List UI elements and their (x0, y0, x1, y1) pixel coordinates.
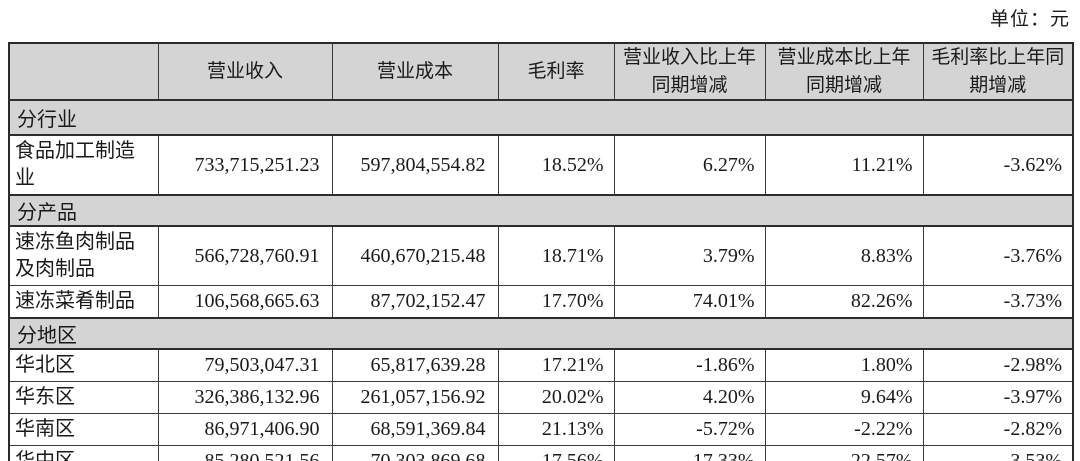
revenue-cell: 733,715,251.23 (157, 134, 333, 196)
cost-yoy-cell: 8.83% (764, 225, 924, 287)
cost-cell: 87,702,152.47 (331, 285, 499, 319)
table-row-north-china: 华北区 79,503,047.31 65,817,639.28 17.21% -… (8, 348, 1074, 383)
table-header-row: 营业收入 营业成本 毛利率 营业收入比上年同期增减 营业成本比上年同期增减 毛利… (8, 42, 1074, 101)
margin-cell: 17.56% (497, 445, 615, 461)
row-label-cell: 华北区 (8, 348, 159, 383)
cost-yoy-cell: 82.26% (764, 285, 924, 319)
header-revenue-yoy: 营业收入比上年同期增减 (613, 42, 766, 101)
revenue-cell: 566,728,760.91 (157, 225, 333, 287)
cost-cell: 261,057,156.92 (331, 381, 499, 415)
header-row-label (8, 42, 159, 101)
revenue-cell: 85,280,521.56 (157, 445, 333, 461)
row-label-cell: 华东区 (8, 381, 159, 415)
margin-yoy-cell: -3.62% (922, 134, 1074, 196)
margin-yoy-cell: -2.98% (922, 348, 1074, 383)
cost-yoy-cell: 11.21% (764, 134, 924, 196)
table-row-east-china: 华东区 326,386,132.96 261,057,156.92 20.02%… (8, 381, 1074, 415)
row-label-cell: 华中区 (8, 445, 159, 461)
header-gross-margin: 毛利率 (497, 42, 615, 101)
cost-cell: 65,817,639.28 (331, 348, 499, 383)
table-row-food-processing: 食品加工制造业 733,715,251.23 597,804,554.82 18… (8, 134, 1074, 196)
cost-cell: 68,591,369.84 (331, 413, 499, 447)
section-title: 分行业 (8, 99, 1074, 137)
margin-yoy-cell: -3.97% (922, 381, 1074, 415)
revenue-yoy-cell: 17.33% (613, 445, 766, 461)
table-row-central-china: 华中区 85,280,521.56 70,303,869.68 17.56% 1… (8, 445, 1074, 461)
margin-cell: 20.02% (497, 381, 615, 415)
margin-cell: 21.13% (497, 413, 615, 447)
margin-cell: 17.70% (497, 285, 615, 319)
row-label-cell: 速冻鱼肉制品及肉制品 (8, 225, 159, 287)
margin-cell: 18.71% (497, 225, 615, 287)
revenue-yoy-cell: 74.01% (613, 285, 766, 319)
revenue-cell: 79,503,047.31 (157, 348, 333, 383)
revenue-yoy-cell: 3.79% (613, 225, 766, 287)
unit-label: 单位：元 (989, 9, 1070, 30)
margin-yoy-cell: -3.73% (922, 285, 1074, 319)
revenue-yoy-cell: -1.86% (613, 348, 766, 383)
cost-yoy-cell: -2.22% (764, 413, 924, 447)
section-row-product: 分产品 (8, 194, 1074, 228)
revenue-yoy-cell: 6.27% (613, 134, 766, 196)
row-label-cell: 速冻菜肴制品 (8, 285, 159, 319)
table-row-south-china: 华南区 86,971,406.90 68,591,369.84 21.13% -… (8, 413, 1074, 447)
cost-yoy-cell: 1.80% (764, 348, 924, 383)
margin-cell: 17.21% (497, 348, 615, 383)
segment-financials-table: 营业收入 营业成本 毛利率 营业收入比上年同期增减 营业成本比上年同期增减 毛利… (8, 42, 1074, 461)
cost-cell: 460,670,215.48 (331, 225, 499, 287)
header-cost-yoy: 营业成本比上年同期增减 (764, 42, 924, 101)
margin-yoy-cell: -3.53% (922, 445, 1074, 461)
margin-cell: 18.52% (497, 134, 615, 196)
section-row-region: 分地区 (8, 317, 1074, 351)
revenue-yoy-cell: 4.20% (613, 381, 766, 415)
row-label-cell: 食品加工制造业 (8, 134, 159, 196)
cost-yoy-cell: 22.57% (764, 445, 924, 461)
section-title: 分地区 (8, 317, 1074, 351)
revenue-cell: 106,568,665.63 (157, 285, 333, 319)
cost-yoy-cell: 9.64% (764, 381, 924, 415)
table-row-frozen-dishes: 速冻菜肴制品 106,568,665.63 87,702,152.47 17.7… (8, 285, 1074, 319)
section-title: 分产品 (8, 194, 1074, 228)
cost-cell: 70,303,869.68 (331, 445, 499, 461)
revenue-yoy-cell: -5.72% (613, 413, 766, 447)
margin-yoy-cell: -3.76% (922, 225, 1074, 287)
row-label-cell: 华南区 (8, 413, 159, 447)
margin-yoy-cell: -2.82% (922, 413, 1074, 447)
table-row-frozen-fish-meat: 速冻鱼肉制品及肉制品 566,728,760.91 460,670,215.48… (8, 225, 1074, 287)
header-margin-yoy: 毛利率比上年同期增减 (922, 42, 1074, 101)
revenue-cell: 326,386,132.96 (157, 381, 333, 415)
header-revenue: 营业收入 (157, 42, 333, 101)
section-row-industry: 分行业 (8, 99, 1074, 137)
cost-cell: 597,804,554.82 (331, 134, 499, 196)
header-cost: 营业成本 (331, 42, 499, 101)
revenue-cell: 86,971,406.90 (157, 413, 333, 447)
